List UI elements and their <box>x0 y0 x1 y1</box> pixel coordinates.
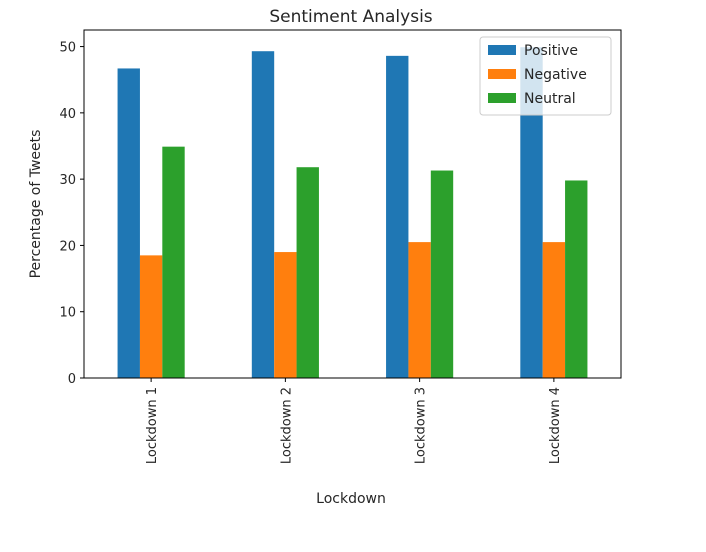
x-axis-label: Lockdown <box>316 491 386 507</box>
y-tick-label: 50 <box>59 41 76 56</box>
bar-neutral-2 <box>296 167 319 378</box>
legend: Positive Negative Neutral <box>479 36 612 116</box>
chart-title: Sentiment Analysis <box>269 7 432 27</box>
legend-label-negative: Negative <box>524 67 587 83</box>
legend-swatch-positive <box>488 45 516 55</box>
x-tick-label: Lockdown 3 <box>414 387 429 464</box>
legend-swatch-neutral <box>488 93 516 103</box>
bar-positive-3 <box>386 55 409 378</box>
y-axis: 0 10 20 30 40 50 <box>59 41 84 387</box>
bar-negative-3 <box>408 242 431 378</box>
bar-positive-2 <box>251 51 275 379</box>
y-tick-label: 30 <box>59 173 76 188</box>
bar-positive-4 <box>520 47 543 378</box>
legend-label-neutral: Neutral <box>524 91 576 107</box>
y-tick-label: 40 <box>59 107 76 122</box>
bar-negative-4 <box>542 242 566 378</box>
bar-neutral-3 <box>430 170 454 378</box>
y-tick-label: 20 <box>59 239 76 254</box>
x-axis: Lockdown 1 Lockdown 2 Lockdown 3 Lockdown 4 <box>145 378 563 464</box>
y-tick-label: 10 <box>59 306 76 321</box>
bar-positive-1 <box>117 68 140 378</box>
x-tick-label: Lockdown 1 <box>145 387 160 464</box>
legend-swatch-negative <box>488 69 516 79</box>
y-tick-label: 0 <box>68 372 76 387</box>
bars-layer <box>117 47 588 379</box>
plot-frame <box>83 29 622 379</box>
bar-negative-1 <box>139 255 163 378</box>
bar-neutral-1 <box>162 146 185 378</box>
x-tick-label: Lockdown 4 <box>548 387 563 464</box>
bar-neutral-4 <box>565 180 588 378</box>
x-tick-label: Lockdown 2 <box>279 387 294 464</box>
bar-negative-2 <box>274 252 297 378</box>
y-axis-label: Percentage of Tweets <box>28 130 44 279</box>
legend-label-positive: Positive <box>524 43 578 59</box>
